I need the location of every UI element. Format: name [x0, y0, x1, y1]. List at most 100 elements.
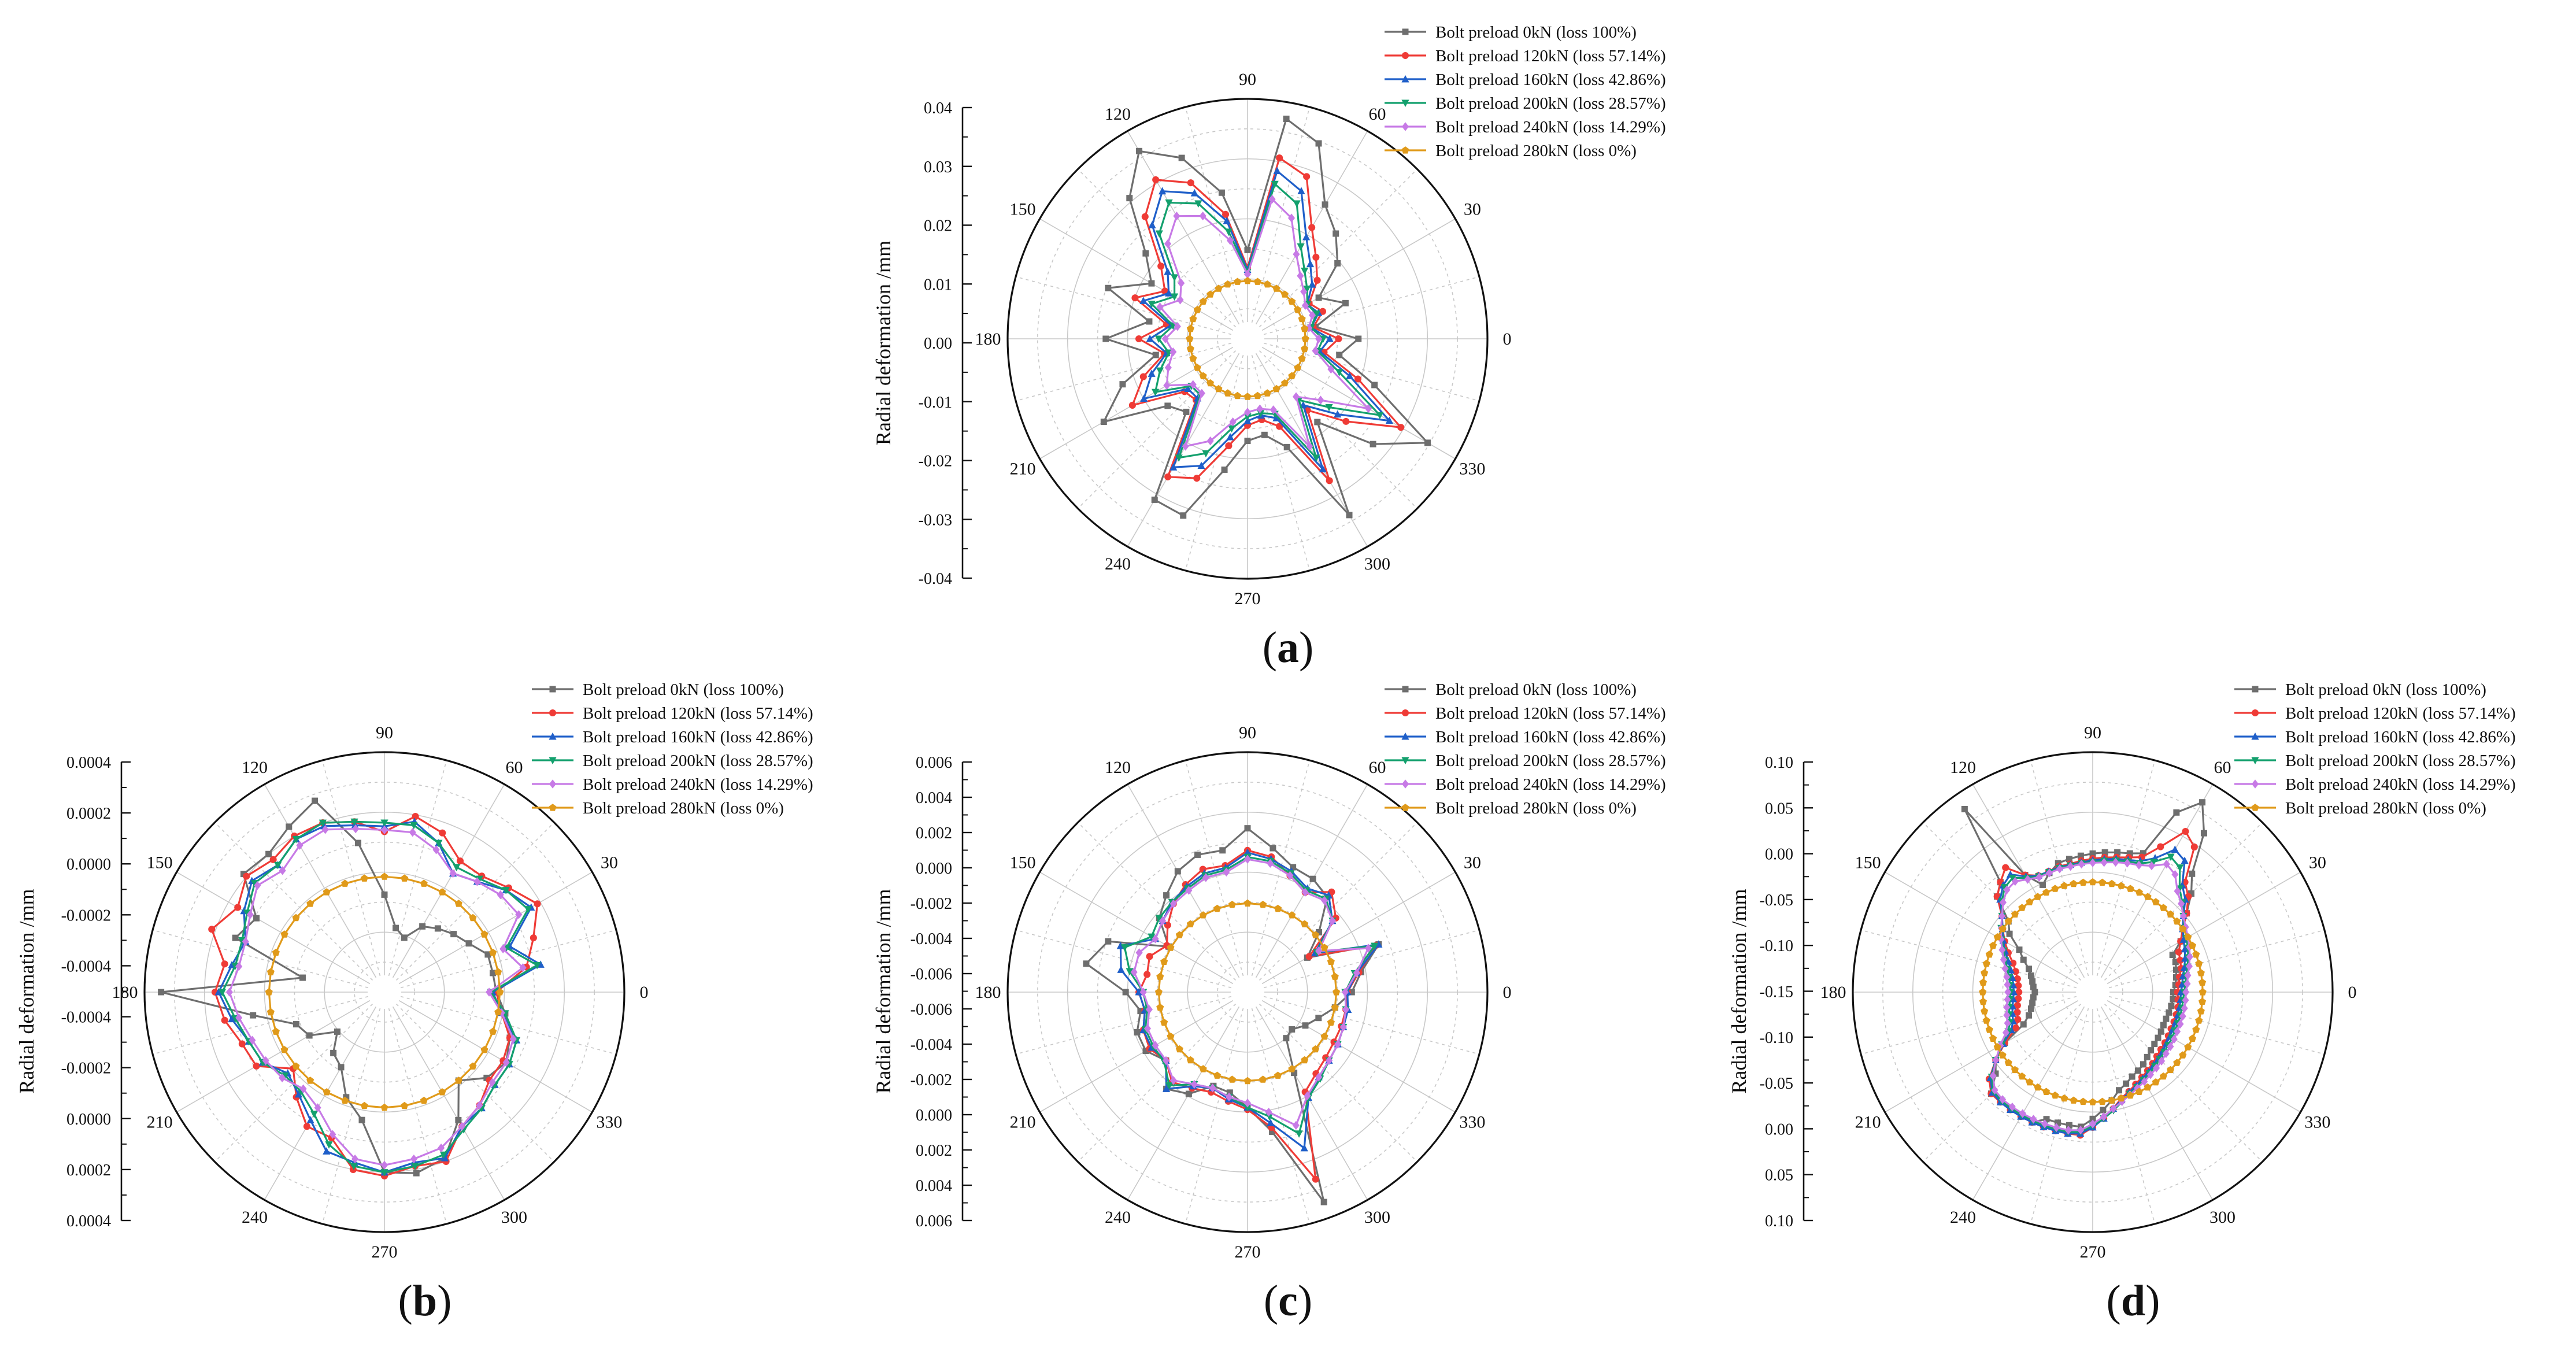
data-point — [432, 845, 440, 855]
data-point — [1139, 987, 1147, 997]
data-point — [2045, 868, 2053, 878]
data-point — [1312, 310, 1320, 318]
data-point — [253, 1062, 260, 1070]
data-point — [1271, 180, 1279, 188]
data-point — [2163, 859, 2170, 869]
angle-label: 120 — [1105, 105, 1131, 124]
data-point — [1178, 154, 1185, 161]
data-point — [2060, 1094, 2068, 1102]
data-point — [469, 1062, 477, 1070]
legend-label: Bolt preload 160kN (loss 42.86%) — [1435, 71, 1666, 89]
data-point — [2179, 935, 2188, 943]
legend-item: Bolt preload 280kN (loss 0%) — [532, 799, 784, 818]
angle-labels: 0 30 60 90 120 150 180 210 240 270 300 330 — [1820, 723, 2357, 1262]
data-point — [2160, 1022, 2167, 1029]
legend-label: Bolt preload 0kN (loss 100%) — [583, 680, 784, 699]
data-point — [1156, 367, 1164, 375]
data-point — [380, 872, 388, 880]
data-point — [286, 823, 293, 830]
data-point — [1243, 1077, 1252, 1085]
data-point — [380, 1160, 388, 1170]
radial-tick-label: 0.0002 — [66, 1162, 111, 1179]
data-point — [1135, 948, 1143, 957]
data-point — [1354, 375, 1362, 383]
data-point — [1206, 379, 1215, 387]
data-point — [330, 1049, 337, 1056]
data-point — [1193, 364, 1201, 371]
data-point — [1346, 372, 1354, 379]
data-point — [2030, 983, 2037, 990]
data-point — [401, 874, 409, 882]
data-point — [1288, 911, 1296, 919]
data-point — [2171, 845, 2179, 853]
data-point — [238, 1040, 246, 1048]
grid-spoke — [2096, 1008, 2156, 1225]
data-point — [296, 841, 304, 850]
data-point — [1998, 925, 2007, 933]
data-point — [1327, 957, 1335, 965]
data-point — [1218, 189, 1225, 196]
series-5 — [1156, 194, 1372, 451]
data-point — [1182, 442, 1189, 451]
data-point — [1355, 335, 1362, 342]
legend-item: Bolt preload 280kN (loss 0%) — [1385, 799, 1637, 818]
data-point — [2184, 1043, 2192, 1051]
data-point — [1333, 988, 1341, 996]
data-point — [1979, 978, 1987, 986]
data-point — [2155, 1034, 2162, 1041]
data-point — [1224, 280, 1232, 288]
data-point — [272, 1027, 280, 1035]
data-point — [509, 1034, 517, 1044]
panel-label: (d) — [2107, 1277, 2160, 1325]
data-point — [1979, 997, 1987, 1005]
data-point — [1297, 187, 1305, 195]
data-point — [235, 1013, 243, 1023]
data-point — [2175, 948, 2182, 956]
data-point — [476, 1101, 483, 1110]
data-point — [1189, 315, 1197, 323]
data-point — [1272, 414, 1280, 421]
data-point — [1336, 352, 1343, 358]
data-point — [2197, 1007, 2205, 1015]
grid-spoke — [2100, 1006, 2214, 1200]
legend-item: Bolt preload 200kN (loss 28.57%) — [1385, 752, 1666, 770]
data-point — [1102, 335, 1109, 342]
grid-spoke — [2030, 1008, 2089, 1225]
data-point — [2188, 941, 2196, 949]
angle-label: 60 — [506, 758, 523, 777]
data-point — [350, 1163, 358, 1171]
data-point — [250, 1012, 257, 1019]
angle-labels: 0 30 60 90 120 150 180 210 240 270 300 330 — [975, 70, 1512, 608]
data-point — [454, 1077, 462, 1084]
grid-spoke — [1263, 276, 1480, 335]
data-point — [439, 1151, 447, 1159]
data-point — [2123, 859, 2131, 868]
data-point — [1263, 389, 1271, 397]
data-point — [2089, 858, 2097, 868]
data-point — [360, 1101, 368, 1109]
data-point — [2177, 987, 2185, 996]
radial-tick-label: -0.004 — [911, 1036, 952, 1054]
radial-tick-label: -0.006 — [911, 1001, 952, 1019]
data-point — [1303, 286, 1311, 293]
data-point — [1288, 297, 1296, 305]
data-point — [1315, 1072, 1323, 1082]
data-point — [1315, 294, 1322, 301]
legend: Bolt preload 0kN (loss 100%) Bolt preload… — [1385, 680, 1666, 818]
grid-spoke — [1922, 822, 2082, 981]
grid-spoke — [1077, 1003, 1237, 1163]
data-point — [2006, 930, 2013, 937]
data-point — [1164, 267, 1172, 275]
legend-swatch-marker — [1401, 757, 1409, 765]
data-point — [1283, 1035, 1290, 1042]
data-point — [218, 989, 226, 997]
data-point — [2126, 885, 2134, 892]
grid-spoke — [1127, 784, 1240, 978]
data-point — [2157, 1028, 2164, 1035]
data-point — [1228, 1075, 1236, 1083]
legend-swatch-marker — [2251, 709, 2259, 717]
data-point — [420, 1096, 428, 1104]
data-point — [2115, 1087, 2122, 1094]
grid-spoke — [1972, 1006, 2085, 1200]
data-point — [2066, 1122, 2072, 1129]
